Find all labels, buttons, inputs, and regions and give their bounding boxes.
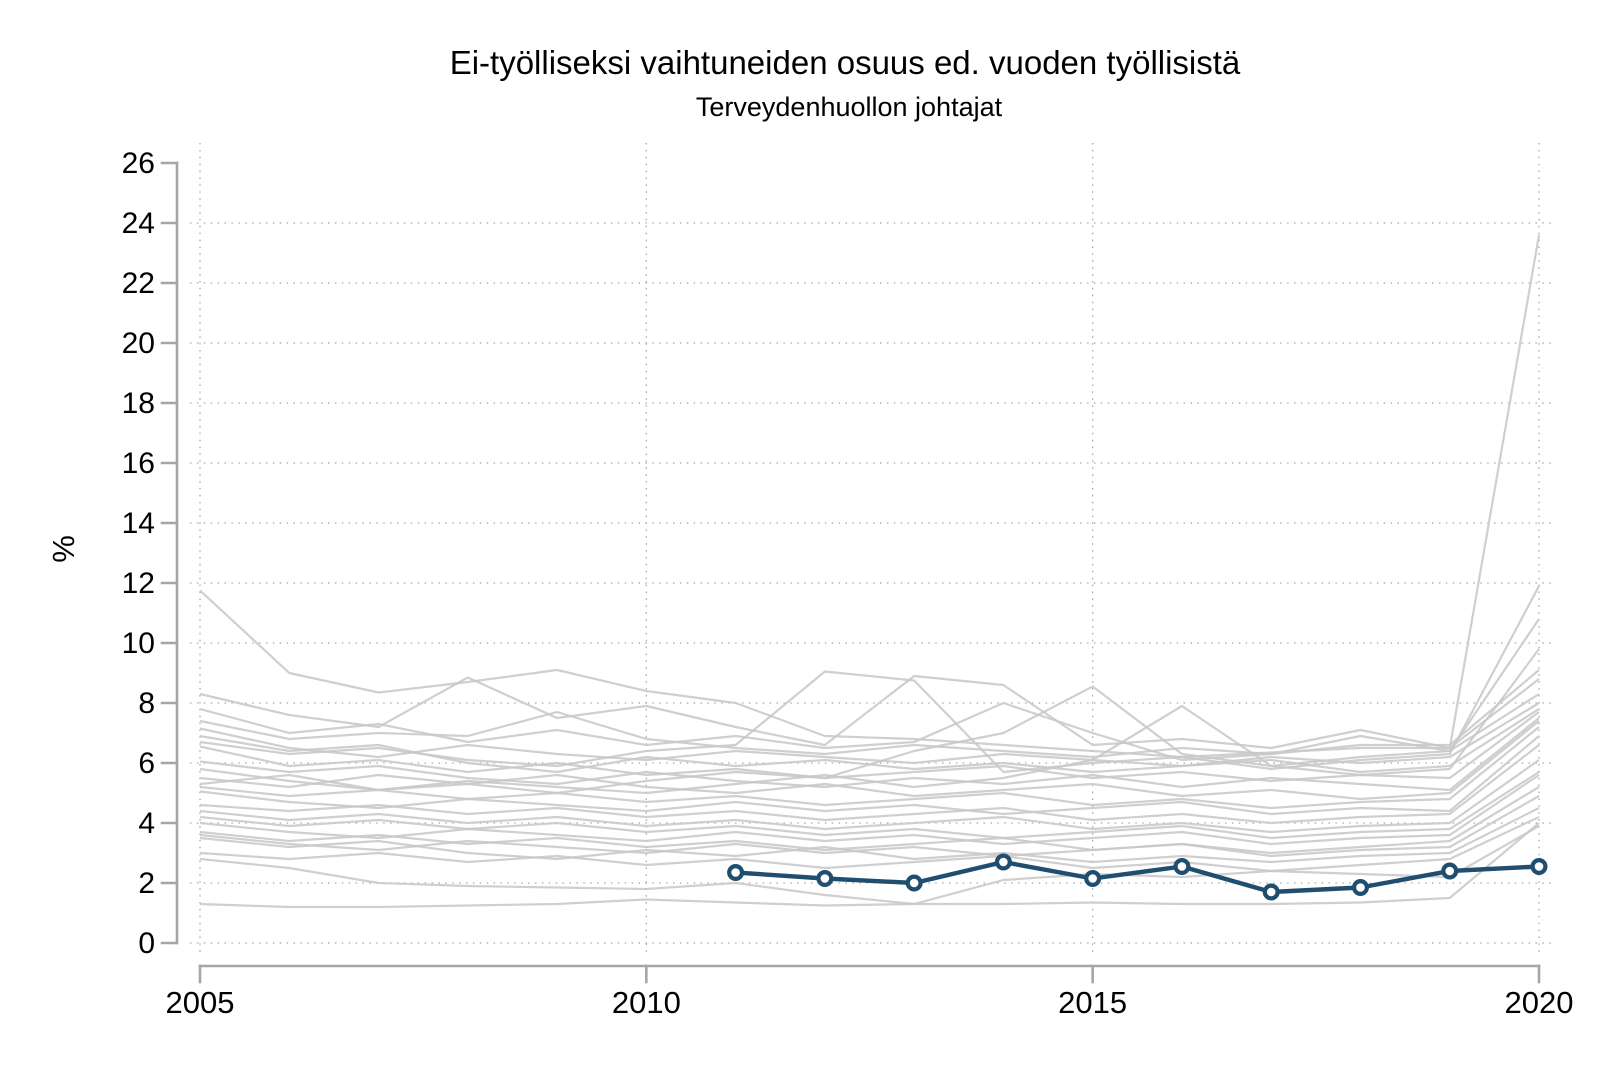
background-series-lines [199, 234, 1541, 909]
data-point-marker [1262, 883, 1280, 901]
x-tick-labels: 2005 2010 2015 2020 [166, 985, 1574, 1020]
background-series-line [199, 669, 1540, 759]
axes [160, 161, 1541, 984]
y-tick-label: 10 [122, 627, 155, 660]
y-tick-label: 8 [138, 687, 155, 720]
background-series-line [199, 735, 1540, 816]
x-tick-label: 2015 [1058, 985, 1127, 1020]
y-tick-label: 4 [138, 807, 155, 840]
chart-title: Ei-työlliseksi vaihtuneiden osuus ed. vu… [450, 44, 1241, 81]
data-point-marker [1084, 869, 1102, 887]
background-series-line [199, 234, 1541, 759]
data-point-marker [1530, 857, 1548, 875]
background-series-line [199, 786, 1540, 855]
y-tick-label: 6 [138, 747, 155, 780]
y-tick-label: 2 [138, 867, 155, 900]
background-series-line [199, 708, 1540, 774]
background-series-line [199, 726, 1540, 810]
x-tick-label: 2005 [166, 985, 235, 1020]
background-series-line [199, 744, 1540, 825]
data-point-marker [816, 869, 834, 887]
data-point-marker [1441, 862, 1459, 880]
background-series-line [199, 693, 1540, 762]
background-series-line [199, 618, 1540, 795]
background-series-line [199, 822, 1540, 909]
x-tick-label: 2010 [612, 985, 681, 1020]
background-series-line [199, 771, 1540, 840]
background-series-line [199, 825, 1540, 906]
y-tick-label: 26 [122, 147, 155, 180]
y-axis-label: % [46, 535, 81, 563]
background-series-line [199, 648, 1540, 795]
x-tick-label: 2020 [1505, 985, 1574, 1020]
y-tick-label: 12 [122, 567, 155, 600]
background-series-line [199, 720, 1540, 801]
highlight-series-line [727, 853, 1548, 901]
background-series-line [199, 807, 1540, 864]
background-series-line [199, 795, 1540, 858]
data-point-marker [1173, 857, 1191, 875]
y-tick-label: 20 [122, 327, 155, 360]
data-point-marker [905, 874, 923, 892]
background-series-line [199, 702, 1540, 768]
data-point-marker [994, 853, 1012, 871]
background-series-line [199, 759, 1540, 834]
chart-subtitle: Terveydenhuollon johtajat [696, 92, 1003, 122]
y-tick-label: 24 [122, 207, 155, 240]
background-series-line [199, 816, 1540, 873]
data-point-marker [1351, 878, 1369, 896]
background-series-line [199, 774, 1540, 846]
data-point-marker [727, 863, 745, 881]
y-tick-label: 0 [138, 927, 155, 960]
y-tick-label: 22 [122, 267, 155, 300]
y-tick-label: 16 [122, 447, 155, 480]
background-series-line [199, 717, 1540, 792]
highlight-series-polyline [735, 859, 1540, 895]
background-series-line [199, 674, 1540, 750]
y-tick-label: 18 [122, 387, 155, 420]
y-tick-label: 14 [122, 507, 155, 540]
background-series-line [199, 711, 1540, 783]
gridlines [190, 143, 1556, 956]
